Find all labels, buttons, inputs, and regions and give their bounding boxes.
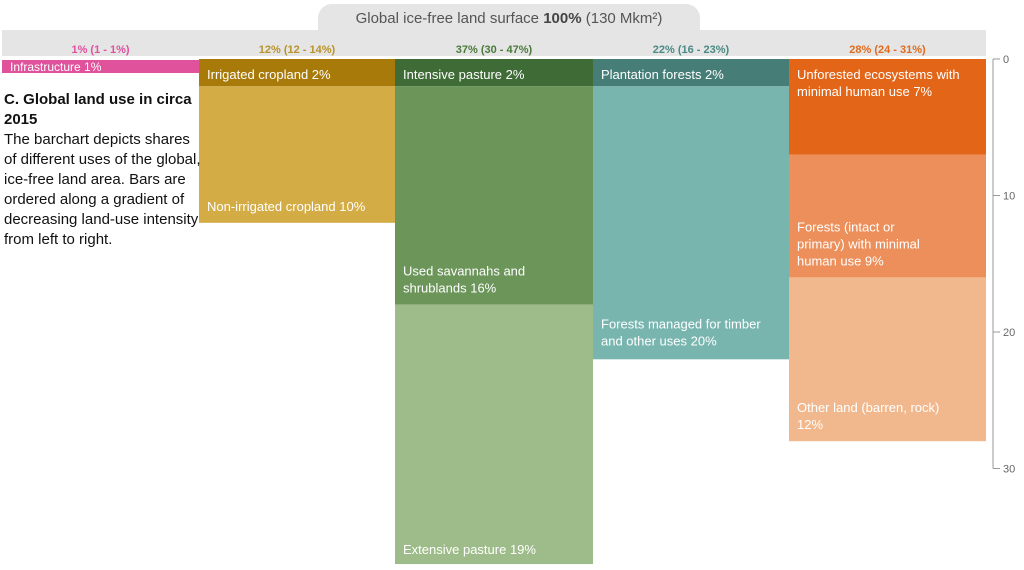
chart-title: Global ice-free land surface 100% (130 M… — [318, 10, 700, 27]
title-prefix: Global ice-free land surface — [355, 10, 540, 27]
segment-label: Non-irrigated cropland 10% — [207, 199, 366, 214]
segment-label: Used savannahs and shrublands 16% — [403, 264, 525, 296]
y-tick-label: 0 — [1003, 54, 1009, 66]
bar-segment — [789, 154, 986, 278]
chart-description: C. Global land use in circa 2015 The bar… — [4, 90, 204, 250]
segment-label: Forests (intact or primary) with minimal h… — [797, 219, 920, 268]
title-bold: 100% — [543, 10, 582, 27]
segment-label: Intensive pasture 2% — [403, 67, 525, 82]
y-tick-label: 30 — [1003, 464, 1015, 476]
column-header: 28% (24 - 31%) — [849, 44, 926, 56]
segment-label: Unforested ecosystems with minimal human … — [797, 67, 960, 99]
segment-label: Plantation forests 2% — [601, 67, 724, 82]
title-bar — [2, 30, 986, 56]
bar-segment — [199, 86, 395, 223]
column-header: 37% (30 - 47%) — [456, 44, 533, 56]
bar-segment — [789, 59, 986, 155]
description-heading: C. Global land use in circa 2015 — [4, 91, 192, 128]
segment-label: Extensive pasture 19% — [403, 542, 536, 557]
column-header: 12% (12 - 14%) — [259, 44, 336, 56]
bar-segment — [395, 59, 593, 87]
y-tick-label: 20 — [1003, 327, 1015, 339]
y-tick-label: 10 — [1003, 191, 1015, 203]
bar-segment — [593, 86, 789, 360]
column-header: 22% (16 - 23%) — [653, 44, 730, 56]
bar-segment — [199, 59, 395, 87]
bar-segment — [395, 304, 593, 565]
bar-segment — [593, 59, 789, 87]
bar-segment — [395, 86, 593, 305]
segment-label: Other land (barren, rock) 12% — [797, 400, 939, 432]
bar-segment — [2, 60, 199, 73]
title-tab — [318, 4, 700, 34]
segment-label: Irrigated cropland 2% — [207, 67, 331, 82]
bar-segment — [789, 277, 986, 442]
column-header: 1% (1 - 1%) — [71, 44, 129, 56]
segment-label: Forests managed for timber and other uses… — [601, 316, 761, 348]
title-suffix: (130 Mkm²) — [585, 10, 663, 27]
description-text: The barchart depicts shares of different… — [4, 131, 201, 248]
segment-label: Infrastructure 1% — [10, 60, 102, 74]
